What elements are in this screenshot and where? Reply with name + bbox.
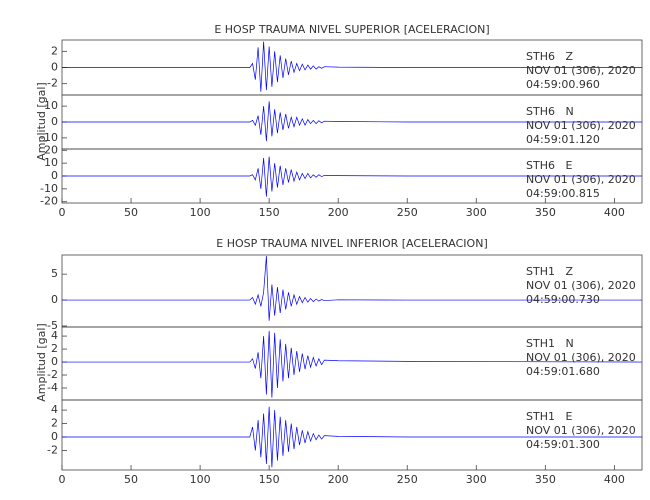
y-tick-label: -20 [40,195,58,208]
y-tick-label: -5 [47,319,58,332]
y-tick-label: 0 [51,430,58,443]
time-label: 04:59:01.120 [526,133,600,146]
x-tick-label: 300 [466,206,487,219]
x-tick-label: 250 [397,206,418,219]
time-label: 04:59:01.680 [526,365,600,378]
date-label: NOV 01 (306), 2020 [526,64,636,77]
y-tick-label: 4 [51,403,58,416]
chart-title: E HOSP TRAUMA NIVEL SUPERIOR [ACELERACIO… [214,23,489,36]
date-label: NOV 01 (306), 2020 [526,173,636,186]
x-tick-label: 100 [190,206,211,219]
x-tick-label: 200 [328,473,349,486]
waveform [62,256,642,321]
y-tick-label: 4 [51,329,58,342]
y-tick-label: -2 [47,77,58,90]
time-label: 04:59:00.960 [526,78,600,91]
x-tick-label: 150 [259,206,280,219]
y-tick-label: -10 [40,182,58,195]
time-label: 04:59:00.730 [526,293,600,306]
y-tick-label: 5 [51,267,58,280]
date-label: NOV 01 (306), 2020 [526,424,636,437]
y-tick-label: 0 [51,115,58,128]
x-tick-label: 250 [397,473,418,486]
y-tick-label: -4 [47,381,58,394]
y-tick-label: 2 [51,417,58,430]
time-label: 04:59:01.300 [526,438,600,451]
x-tick-label: 400 [604,206,625,219]
y-axis-label: Amplitud [gal] [35,323,48,401]
panel-frame [61,399,643,471]
y-tick-label: 0 [51,293,58,306]
station-label: STH6 Z [526,50,573,63]
x-tick-label: 350 [535,206,556,219]
waveform [62,330,643,398]
date-label: NOV 01 (306), 2020 [526,351,636,364]
waveform [62,406,642,468]
y-tick-label: 0 [51,355,58,368]
station-label: STH1 Z [526,265,573,278]
y-tick-label: -2 [47,443,58,456]
y-tick-label: -2 [47,368,58,381]
y-tick-label: 20 [44,143,58,156]
y-tick-label: 2 [51,44,58,57]
x-tick-label: 150 [259,473,280,486]
y-tick-label: 10 [44,156,58,169]
x-tick-label: 100 [190,473,211,486]
waveform [62,41,642,92]
x-tick-label: 400 [604,473,625,486]
waveform [62,101,642,142]
y-tick-label: 0 [51,61,58,74]
station-label: STH6 E [526,159,572,172]
x-tick-label: 350 [535,473,556,486]
time-label: 04:59:00.815 [526,187,600,200]
chart-title: E HOSP TRAUMA NIVEL INFERIOR [ACELERACIO… [216,237,487,250]
x-tick-label: 50 [124,206,138,219]
station-label: STH1 N [526,337,574,350]
station-label: STH6 N [526,105,574,118]
x-tick-label: 300 [466,473,487,486]
y-tick-label: 10 [44,99,58,112]
y-axis-label: Amplitud [gal] [35,82,48,160]
date-label: NOV 01 (306), 2020 [526,279,636,292]
x-tick-label: 50 [124,473,138,486]
x-tick-label: 200 [328,206,349,219]
x-tick-label: 0 [59,206,66,219]
x-tick-label: 0 [59,473,66,486]
station-label: STH1 E [526,410,572,423]
y-tick-label: 2 [51,342,58,355]
waveform [62,156,642,197]
y-tick-label: 0 [51,169,58,182]
y-tick-label: -10 [40,131,58,144]
date-label: NOV 01 (306), 2020 [526,119,636,132]
